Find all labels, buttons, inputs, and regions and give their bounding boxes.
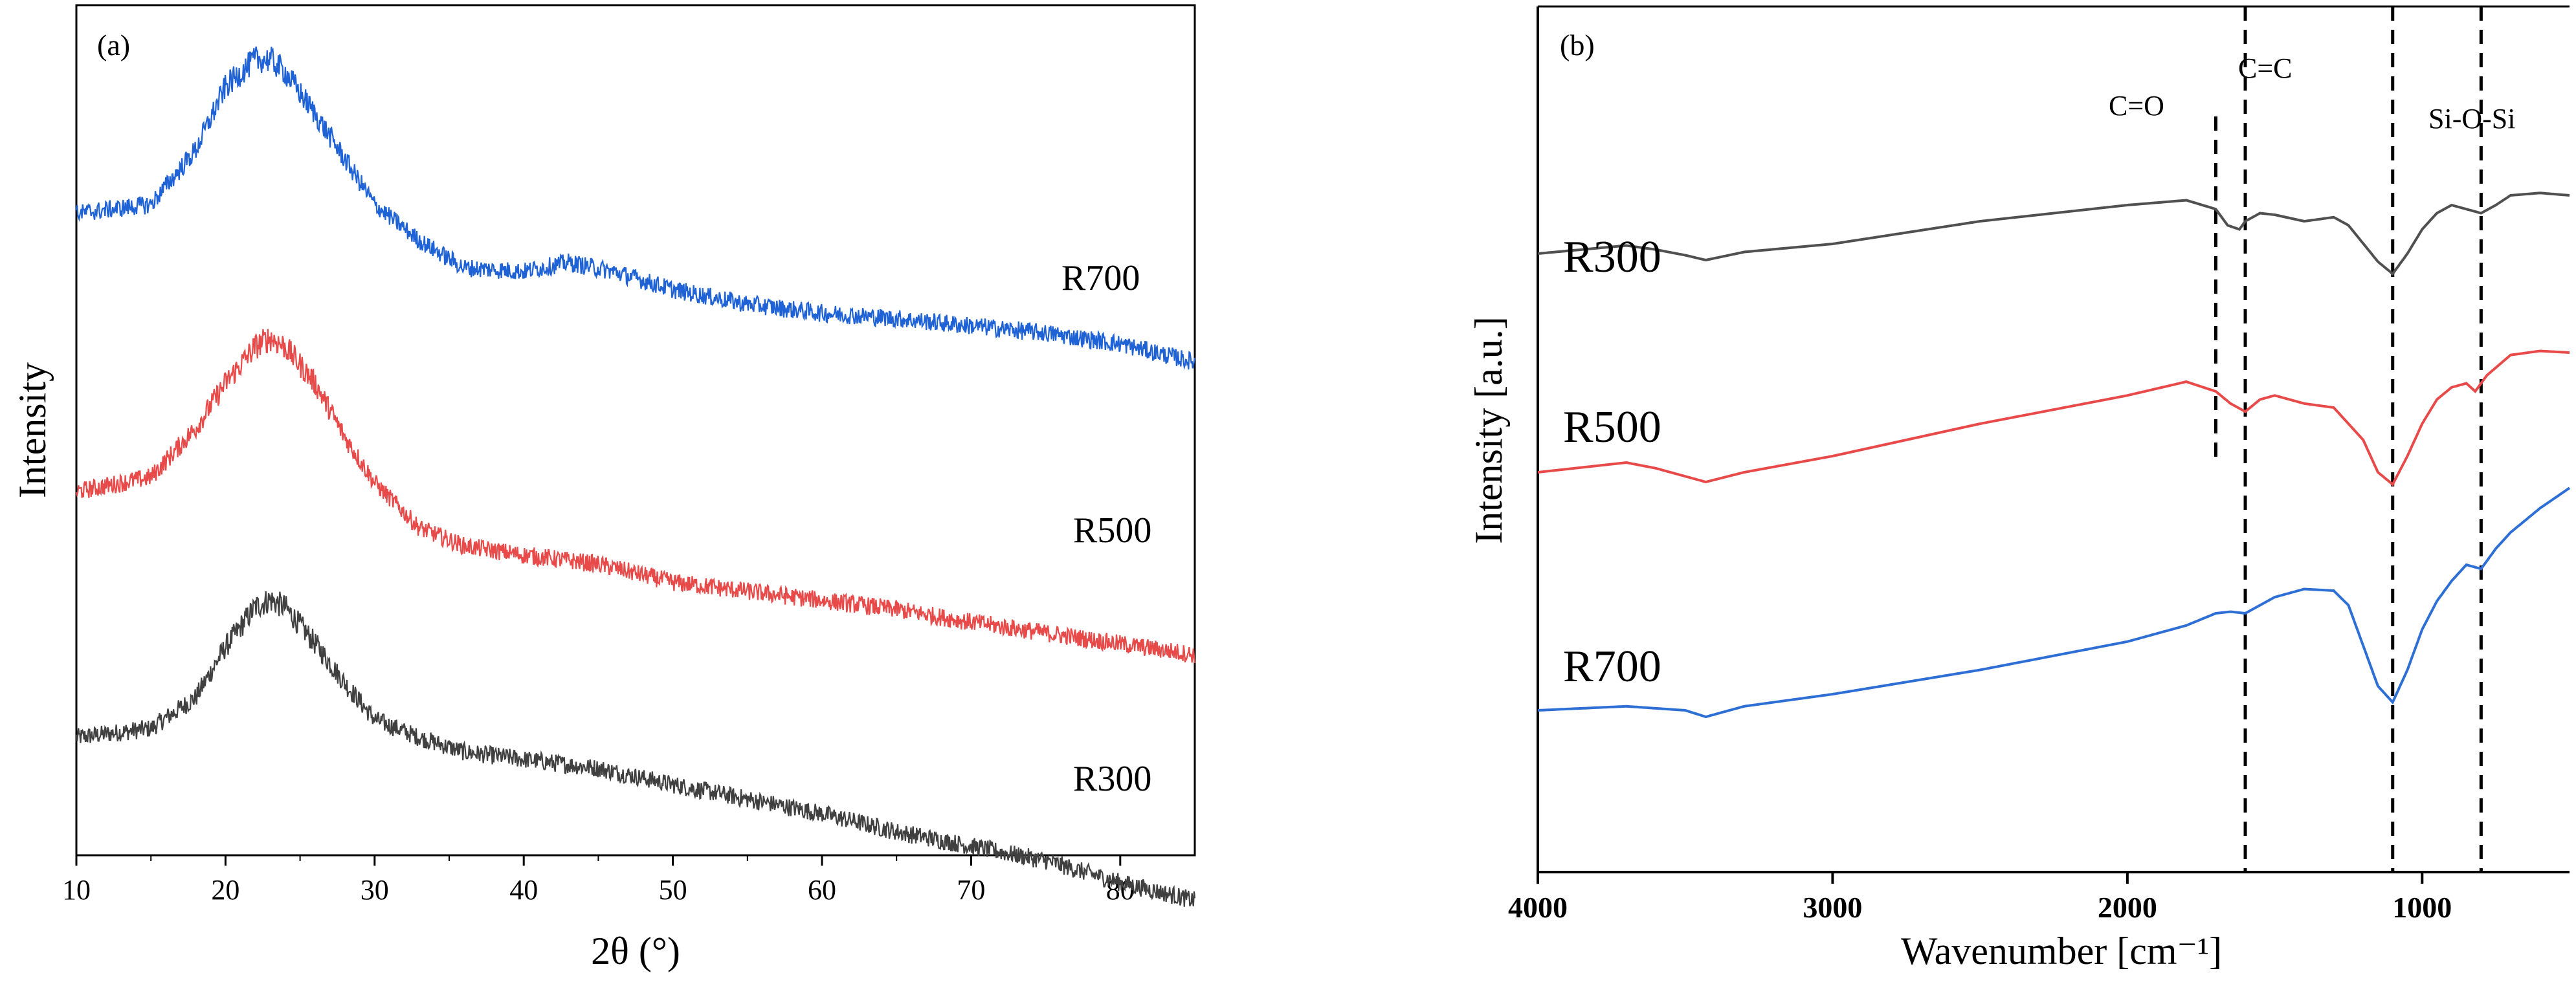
panel-b-series-r300: [1537, 191, 2570, 276]
panel-a-series-r700: [75, 46, 1196, 370]
panel-a-y-axis-title: Intensity: [11, 362, 54, 498]
panel-b-label: (b): [1560, 28, 1595, 61]
panel-b-x-tick-label: 4000: [1508, 891, 1568, 924]
panel-a-series-label-r300: R300: [1073, 759, 1151, 799]
panel-a-plot-frame: [75, 4, 1196, 857]
panel-b-y-axis-title: Intensity [a.u.]: [1467, 316, 1510, 544]
panel-b-series-label-r300: R300: [1563, 232, 1661, 282]
panel-a-xrd: (a) 2θ (°) Intensity 10 20 30 40 50 60 70 80 R7…: [11, 4, 1196, 972]
panel-a-series: [75, 46, 1196, 907]
panel-a-series-label-r500: R500: [1073, 510, 1151, 551]
panel-b-series-label-r500: R500: [1563, 402, 1661, 452]
panel-a-x-axis-title: 2θ (°): [591, 930, 680, 972]
panel-b-x-axis-title: Wavenumber [cm⁻¹]: [1901, 930, 2222, 972]
panel-b-x-ticks: 4000 3000 2000 1000: [1508, 872, 2452, 924]
panel-a-x-ticks: 10 20 30 40 50 60 70 80: [62, 855, 1135, 906]
panel-a-x-tick-label: 40: [509, 874, 538, 906]
panel-b-series-r500: [1537, 349, 2570, 487]
panel-a-series-r300: [75, 591, 1196, 907]
panel-a-x-tick-label: 20: [211, 874, 239, 906]
panel-b-annotation-c-c: C=C: [2238, 52, 2293, 84]
panel-a-series-label-r700: R700: [1061, 258, 1140, 298]
panel-b-x-tick-label: 1000: [2392, 891, 2452, 924]
panel-a-series-r500: [75, 329, 1196, 664]
panel-b-marker-lines: [2214, 6, 2483, 872]
panel-b-annotation-c-o: C=O: [2109, 90, 2164, 122]
panel-a-x-tick-label: 70: [957, 874, 985, 906]
panel-a-x-tick-label: 60: [808, 874, 836, 906]
panel-a-label: (a): [97, 28, 130, 61]
panel-b-series-r700: [1537, 487, 2571, 719]
panel-b-annotation-si-o-si: Si-O-Si: [2428, 103, 2515, 135]
panel-a-x-tick-label: 30: [361, 874, 389, 906]
panel-b-x-tick-label: 2000: [2098, 891, 2157, 924]
panel-b-series: [1537, 191, 2571, 719]
panel-b-series-label-r700: R700: [1563, 642, 1661, 692]
panel-a-x-tick-label: 10: [62, 874, 91, 906]
panel-b-x-tick-label: 3000: [1803, 891, 1862, 924]
panel-a-x-tick-label: 50: [659, 874, 687, 906]
panel-b-ftir: (b) Wavenumber [cm⁻¹] Intensity [a.u.] 4…: [1467, 5, 2571, 972]
